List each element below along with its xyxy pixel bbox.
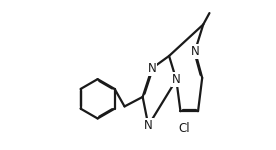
- Text: Cl: Cl: [179, 122, 190, 135]
- Text: N: N: [144, 119, 153, 132]
- Text: N: N: [172, 73, 181, 86]
- Text: N: N: [190, 45, 199, 58]
- Text: N: N: [148, 62, 156, 75]
